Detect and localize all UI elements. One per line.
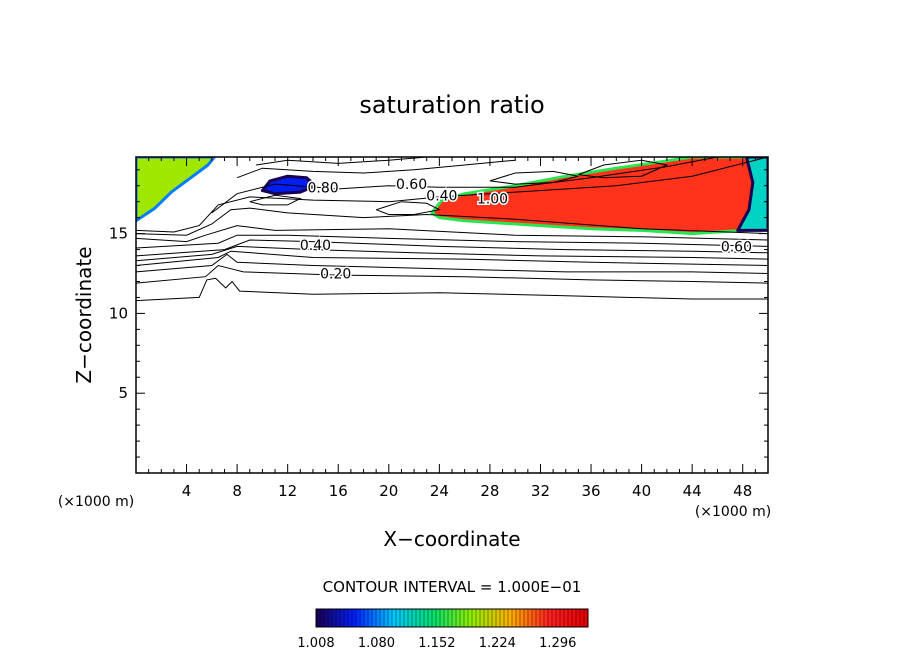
x-tick-label: 40: [632, 482, 651, 500]
x-tick-label: 8: [232, 482, 242, 500]
x-axis-label: X−coordinate: [383, 527, 520, 551]
contour-labels: 0.200.40 0.600.80 0.600.40 1.00: [298, 176, 753, 284]
y-axis-label: Z−coordinate: [72, 246, 96, 383]
y-axis: 5 10 15: [109, 169, 768, 458]
x-tick-label: 44: [683, 482, 702, 500]
x-tick-label: 28: [480, 482, 499, 500]
x-tick-label: 32: [531, 482, 550, 500]
colorbar: 1.008 1.080 1.152 1.224 1.296: [297, 608, 589, 651]
contour-label: 0.60: [396, 177, 427, 193]
contour-label: 0.40: [300, 238, 331, 254]
contour-loop: [249, 194, 302, 206]
x-tick-label: 24: [430, 482, 449, 500]
colorbar-tick-label: 1.152: [418, 636, 455, 651]
y-tick-label: 5: [118, 384, 128, 402]
x-tick-label: 20: [379, 482, 398, 500]
contour-interval-label: CONTOUR INTERVAL = 1.000E−01: [323, 578, 582, 596]
contour-line: [136, 225, 768, 243]
contour-line: [236, 159, 516, 179]
contour-label: 0.60: [721, 239, 752, 255]
colorbar-tick-label: 1.224: [479, 636, 516, 651]
x-unit-right: (×1000 m): [695, 504, 771, 520]
contour-loop: [578, 159, 669, 179]
x-tick-label: 12: [278, 482, 297, 500]
x-unit-left: (×1000 m): [58, 494, 134, 510]
x-axis: 4 8 12 16 20 24 28 32 36 40 44 48: [148, 157, 756, 500]
contour-line: [136, 245, 768, 262]
x-tick-label: 16: [329, 482, 348, 500]
colorbar-tick-label: 1.080: [358, 636, 395, 651]
y-tick-label: 10: [109, 304, 128, 322]
contour-lines: [136, 157, 768, 302]
x-tick-label: 4: [182, 482, 192, 500]
x-tick-label: 36: [581, 482, 600, 500]
contour-line: [136, 239, 768, 257]
shaded-region-upper-left: [136, 157, 216, 223]
colorbar-tick-label: 1.296: [539, 636, 576, 651]
contour-line: [136, 253, 768, 274]
contour-line: [211, 157, 718, 214]
x-tick-label: 48: [733, 482, 752, 500]
contour-line: [136, 157, 768, 233]
contour-line: [136, 277, 768, 302]
colorbar-tick-label: 1.008: [297, 636, 334, 651]
contour-loop: [376, 201, 441, 215]
contour-line: [136, 264, 768, 284]
contour-label: 0.20: [320, 267, 351, 283]
contour-loop: [489, 170, 579, 185]
contour-label: 0.80: [307, 180, 338, 196]
contour-label: 1.00: [477, 191, 508, 207]
contour-line: [136, 207, 768, 236]
contour-label: 0.40: [426, 188, 457, 204]
y-tick-label: 15: [109, 225, 128, 243]
shaded-region-right-edge: [736, 157, 768, 232]
shaded-region-main-plume: [430, 157, 768, 236]
contour-line: [136, 234, 768, 249]
contour-line: [136, 250, 768, 266]
shaded-field: [136, 157, 768, 236]
chart-title: saturation ratio: [359, 91, 544, 119]
